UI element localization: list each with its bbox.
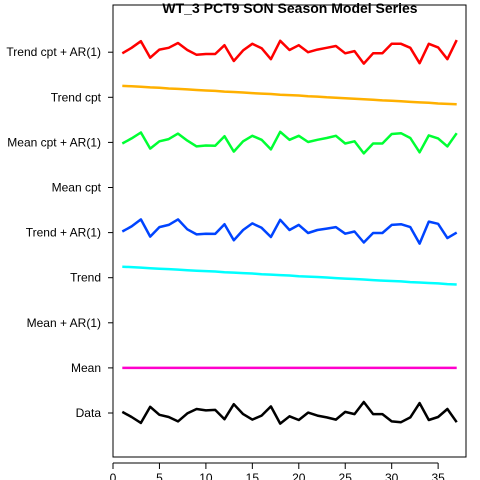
row-label: Mean cpt: [52, 181, 102, 195]
x-tick-label: 0: [110, 471, 117, 480]
x-tick-label: 5: [156, 471, 163, 480]
plot-frame: [112, 4, 467, 458]
row-labels: Data Mean Mean + AR(1) Trend Trend + AR(1) Me…: [6, 45, 113, 420]
x-tick-label: 20: [292, 471, 306, 480]
series-line-trend-cpt-ar-1: [121, 39, 458, 65]
x-tick-label: 10: [199, 471, 213, 480]
row-label: Data: [76, 406, 102, 420]
x-axis: 0 5 10 15 20 25 30 35: [110, 462, 445, 480]
x-tick-label: 30: [385, 471, 399, 480]
series-lines: [121, 39, 458, 425]
series-line-trend-cpt: [122, 84, 457, 106]
row-label: Trend: [70, 271, 101, 285]
series-line-data: [121, 400, 458, 425]
row-label: Trend cpt + AR(1): [6, 45, 101, 59]
series-line-mean-cpt-ar-1: [121, 130, 458, 155]
x-tick-label: 35: [431, 471, 445, 480]
series-line-trend: [122, 265, 457, 286]
row-label: Mean + AR(1): [27, 316, 101, 330]
row-label: Mean cpt + AR(1): [7, 135, 101, 149]
row-label: Mean: [71, 361, 101, 375]
row-label: Trend + AR(1): [26, 226, 101, 240]
chart-title: WT_3 PCT9 SON Season Model Series: [162, 0, 417, 16]
x-tick-label: 15: [246, 471, 260, 480]
series-line-trend-ar-1: [121, 218, 458, 245]
x-tick-label: 25: [339, 471, 353, 480]
row-label: Trend cpt: [51, 90, 102, 104]
